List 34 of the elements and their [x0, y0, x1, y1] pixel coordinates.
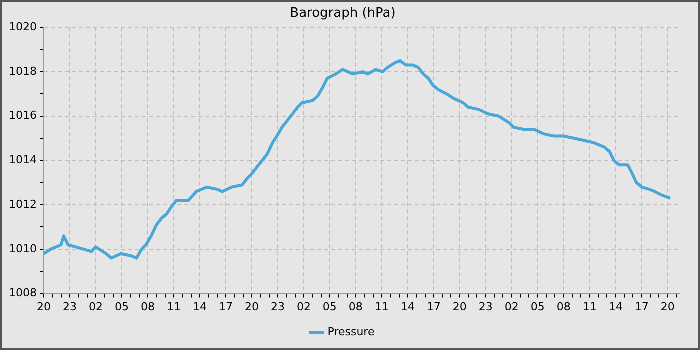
x-tick-label: 08 [556, 300, 571, 314]
x-tick-label: 14 [192, 300, 207, 314]
x-tick-label: 05 [114, 300, 129, 314]
x-tick-label: 11 [374, 300, 389, 314]
x-tick-label: 02 [504, 300, 519, 314]
y-tick-label: 1020 [8, 20, 37, 34]
x-tick-label: 23 [270, 300, 285, 314]
x-tick-label: 20 [244, 300, 259, 314]
x-tick-label: 14 [400, 300, 415, 314]
y-tick-label: 1014 [8, 154, 37, 167]
x-tick-label: 20 [36, 300, 51, 314]
x-tick-label: 17 [218, 300, 233, 314]
x-tick-label: 11 [166, 300, 181, 314]
x-tick-label: 08 [348, 300, 363, 314]
y-tick-label: 1010 [8, 242, 37, 256]
x-tick-label: 17 [426, 300, 441, 314]
y-tick-label: 1016 [8, 109, 37, 122]
x-tick-label: 05 [530, 300, 545, 314]
chart-title: Barograph (hPa) [290, 6, 396, 22]
x-tick-label: 20 [452, 300, 467, 314]
x-tick-label: 17 [634, 300, 649, 314]
x-tick-label: 08 [140, 300, 155, 314]
x-tick-label: 23 [478, 300, 493, 314]
x-tick-label: 05 [322, 300, 337, 314]
x-tick-label: 02 [296, 300, 311, 314]
legend-label: Pressure [328, 325, 375, 338]
y-tick-label: 1008 [8, 286, 37, 300]
x-tick-label: 23 [62, 300, 77, 314]
x-tick-label: 20 [660, 300, 675, 314]
y-tick-label: 1012 [8, 198, 37, 211]
x-tick-label: 11 [582, 300, 597, 314]
x-tick-label: 14 [608, 300, 623, 314]
x-tick-label: 02 [88, 300, 103, 314]
y-tick-label: 1018 [8, 64, 37, 78]
